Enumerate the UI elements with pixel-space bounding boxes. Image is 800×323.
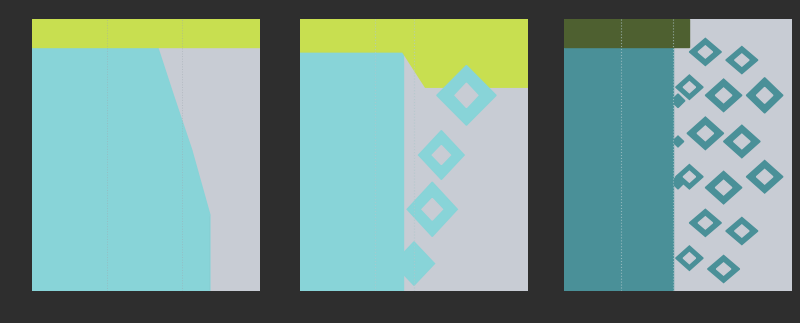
Polygon shape [683, 171, 695, 182]
Polygon shape [300, 19, 402, 291]
Polygon shape [432, 146, 450, 164]
Polygon shape [734, 54, 749, 66]
Polygon shape [697, 126, 714, 141]
Polygon shape [724, 125, 760, 158]
Polygon shape [158, 19, 260, 291]
Polygon shape [726, 47, 758, 74]
Polygon shape [300, 19, 528, 87]
Polygon shape [757, 170, 773, 184]
Polygon shape [564, 19, 674, 291]
Polygon shape [757, 88, 773, 103]
Polygon shape [746, 161, 783, 193]
Polygon shape [671, 94, 685, 108]
Polygon shape [746, 78, 783, 113]
Polygon shape [687, 117, 724, 150]
Polygon shape [676, 246, 703, 270]
Polygon shape [690, 38, 722, 66]
Polygon shape [564, 19, 792, 291]
Polygon shape [708, 255, 739, 283]
Polygon shape [698, 46, 713, 58]
Polygon shape [564, 19, 690, 47]
Polygon shape [734, 134, 750, 149]
Polygon shape [698, 217, 713, 229]
Polygon shape [715, 180, 732, 195]
Polygon shape [671, 175, 685, 189]
Polygon shape [683, 82, 695, 93]
Polygon shape [717, 263, 730, 275]
Polygon shape [32, 47, 210, 291]
Polygon shape [706, 171, 742, 204]
Polygon shape [422, 198, 442, 220]
Polygon shape [418, 130, 464, 180]
Polygon shape [455, 83, 478, 108]
Polygon shape [734, 225, 749, 237]
Polygon shape [690, 209, 722, 236]
Polygon shape [683, 253, 695, 264]
Polygon shape [437, 66, 496, 125]
Polygon shape [715, 88, 732, 103]
Polygon shape [676, 75, 703, 99]
Polygon shape [706, 79, 742, 112]
Polygon shape [300, 19, 528, 291]
Polygon shape [394, 242, 434, 285]
Polygon shape [672, 136, 684, 147]
Polygon shape [726, 217, 758, 245]
Polygon shape [32, 19, 260, 47]
Polygon shape [676, 164, 703, 189]
Polygon shape [407, 182, 458, 236]
